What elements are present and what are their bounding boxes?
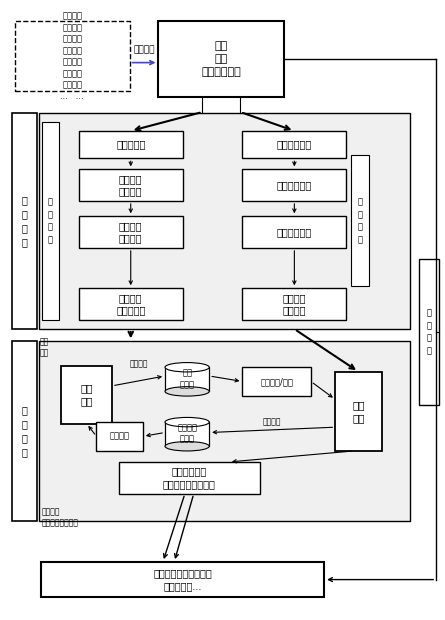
Bar: [79, 169, 183, 201]
Text: 数字化建模: 数字化建模: [116, 140, 146, 149]
Bar: [243, 288, 346, 320]
Bar: [243, 367, 311, 396]
Text: 整线三维建模: 整线三维建模: [277, 140, 312, 149]
Text: 仿
真
模
型: 仿 真 模 型: [357, 198, 363, 244]
Bar: [39, 113, 410, 329]
Bar: [243, 169, 346, 201]
Text: 布
局
改
进: 布 局 改 进: [427, 309, 432, 355]
Ellipse shape: [165, 441, 209, 451]
Ellipse shape: [165, 363, 209, 372]
Text: 初始方案: 初始方案: [133, 46, 155, 55]
Bar: [12, 113, 37, 329]
Bar: [351, 155, 369, 286]
Text: 控制方案设计: 控制方案设计: [277, 227, 312, 237]
Bar: [41, 562, 324, 597]
Ellipse shape: [165, 417, 209, 427]
Bar: [118, 462, 260, 494]
Bar: [243, 216, 346, 248]
Bar: [15, 21, 129, 91]
Text: 仿真结果分析
适应性和合理性分析: 仿真结果分析 适应性和合理性分析: [163, 467, 216, 489]
Text: 状态分析: 状态分析: [109, 432, 129, 441]
Text: 整线执行
与调度算法: 整线执行 与调度算法: [116, 293, 146, 315]
Text: 定
制
设
计: 定 制 设 计: [22, 195, 28, 247]
Text: 指令解析/执行: 指令解析/执行: [260, 377, 293, 386]
Text: 仿真
运行: 仿真 运行: [352, 400, 365, 423]
Text: 算
法
引
擎: 算 法 引 擎: [48, 198, 53, 244]
Bar: [243, 131, 346, 158]
Bar: [335, 372, 382, 451]
Text: 现场信息: 现场信息: [263, 417, 282, 427]
Text: 现场信息
数据库: 现场信息 数据库: [177, 423, 197, 444]
Text: 运动方式设计: 运动方式设计: [277, 180, 312, 190]
Bar: [79, 131, 183, 158]
Bar: [165, 367, 209, 391]
Bar: [419, 259, 439, 405]
Text: 执行
引擎: 执行 引擎: [80, 383, 93, 406]
Ellipse shape: [165, 387, 209, 396]
Bar: [165, 422, 209, 446]
Text: 样本
评单: 样本 评单: [40, 337, 49, 357]
Text: 智
能
执
行: 智 能 执 行: [22, 405, 28, 457]
Bar: [12, 341, 37, 521]
Bar: [158, 21, 284, 97]
Bar: [42, 122, 59, 320]
Text: 单元模块
算法求解: 单元模块 算法求解: [119, 221, 142, 243]
Bar: [39, 341, 410, 521]
Text: 运动过程
数学建模: 运动过程 数学建模: [119, 174, 142, 197]
Bar: [79, 288, 183, 320]
Text: 整线设计方案结果分析
鲁棒性评估...: 整线设计方案结果分析 鲁棒性评估...: [154, 569, 212, 591]
Bar: [97, 422, 143, 451]
Bar: [79, 216, 183, 248]
Text: 布局
规划
（改进方案）: 布局 规划 （改进方案）: [202, 41, 241, 78]
Text: 生产指令: 生产指令: [129, 360, 148, 369]
Text: 指令
数据库: 指令 数据库: [180, 369, 194, 389]
Bar: [61, 366, 112, 423]
Text: 优化引擎
（算法修改整定）: 优化引擎 （算法修改整定）: [42, 508, 79, 528]
Text: 产能要求
工厂场地
生产节拍
加工流程
生产计划
工艺计划
加工设备
...   ...: 产能要求 工厂场地 生产节拍 加工流程 生产计划 工艺计划 加工设备 ... .…: [61, 12, 84, 101]
Text: 仿真模型
整线装配: 仿真模型 整线装配: [283, 293, 306, 315]
